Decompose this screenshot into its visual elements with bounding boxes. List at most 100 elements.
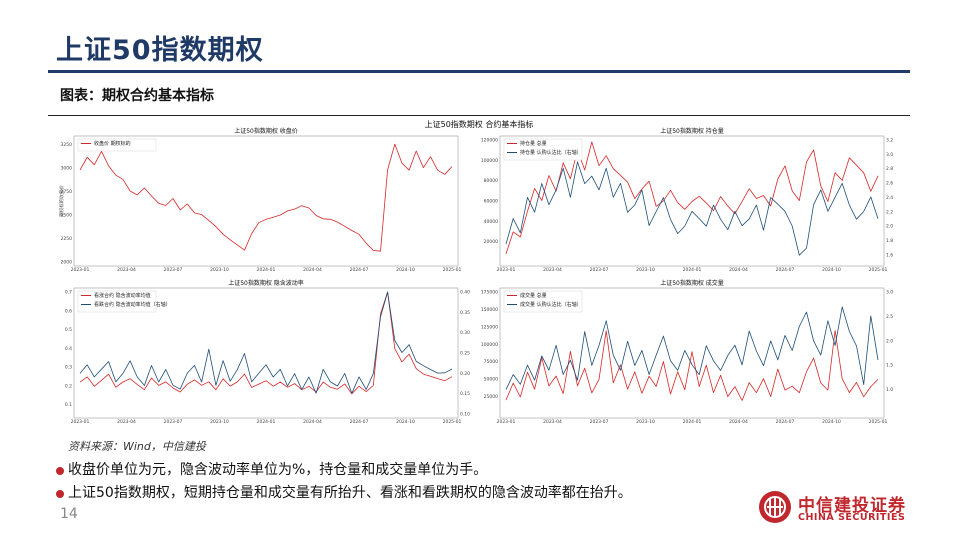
y2-tick-label: 2.5: [886, 314, 893, 320]
bullet-dot-icon: [56, 490, 64, 498]
y-tick-label: 75000: [484, 359, 498, 365]
chart-svg: 上证50指数期权 隐含波动率 0.1 0.2 0.3 0.4 0.5 0.6 0.7 0.10 0…: [65, 279, 470, 425]
y2-tick-label: 0.15: [460, 391, 470, 397]
y2-tick-label: 3.0: [886, 290, 893, 296]
y2-tick-label: 2.2: [886, 209, 893, 215]
chart-title: 上证50指数期权 收盘价: [234, 127, 298, 135]
bullet-list: 收盘价单位为元，隐含波动率单位为%，持仓量和成交量单位为手。 上证50指数期权，…: [56, 459, 632, 505]
y-tick-label: 0.3: [65, 365, 72, 371]
x-tick-label: 2023-07: [590, 267, 609, 273]
series-line: [505, 330, 879, 401]
y-tick-label: 3000: [61, 166, 73, 172]
x-tick-label: 2023-07: [164, 419, 183, 425]
x-tick-label: 2024-04: [729, 267, 748, 273]
x-tick-label: 2024-04: [303, 267, 322, 273]
y2-tick-label: 1.5: [886, 363, 893, 369]
legend-label: 成交量 认购认沽比（右轴）: [520, 301, 582, 308]
x-tick-label: 2023-01: [497, 419, 516, 425]
bullet-dot-icon: [56, 467, 64, 475]
y-tick-label: 0.2: [65, 383, 72, 389]
y-tick-label: 2500: [61, 213, 73, 219]
legend-box: [503, 138, 583, 161]
figure-title: 上证50指数期权 合约基本指标: [424, 120, 534, 129]
y2-tick-label: 0.35: [460, 310, 470, 316]
bullet-text: 上证50指数期权，短期持仓量和成交量有所抬升、看涨和看跌期权的隐含波动率都在抬升…: [68, 485, 632, 501]
x-tick-label: 2024-10: [396, 419, 415, 425]
chart-implied-volatility: 上证50指数期权 隐含波动率 0.1 0.2 0.3 0.4 0.5 0.6 0.7 0.10 0…: [60, 278, 472, 426]
y2-tick-label: 0.20: [460, 371, 470, 377]
x-tick-label: 2025-01: [869, 419, 888, 425]
chart-legend: 收盘价 期权标的: [77, 138, 157, 152]
series-line: [79, 143, 453, 252]
x-tick-label: 2023-07: [590, 419, 609, 425]
legend-label: 持仓量 认购认沽比（右轴）: [520, 149, 582, 156]
x-tick-label: 2024-07: [776, 419, 795, 425]
title-divider: [48, 70, 910, 73]
series-line: [79, 291, 453, 394]
legend-box: [77, 290, 157, 313]
chart-title: 上证50指数期权 隐含波动率: [228, 279, 304, 287]
y-axis-label: 期权标的收盘价: [58, 185, 65, 217]
chart-svg: 上证50指数期权 成交量 25000 50000 75000 100000 125000 1…: [481, 279, 893, 425]
x-tick-label: 2024-07: [350, 419, 369, 425]
y2-tick-label: 0.40: [460, 290, 470, 296]
y-tick-label: 0.1: [65, 402, 72, 408]
y-tick-label: 25000: [484, 394, 498, 400]
y-tick-label: 125000: [481, 324, 498, 330]
legend-label: 看涨合约 隐含波动率均值: [94, 292, 151, 299]
y2-tick-label: 1.6: [886, 252, 893, 258]
bullet-item: 上证50指数期权，短期持仓量和成交量有所抬升、看涨和看跌期权的隐含波动率都在抬升…: [56, 482, 632, 505]
x-tick-label: 2024-04: [303, 419, 322, 425]
chart-svg: 上证50指数期权 收盘价 2000 2250 2500 2750 3000 3250 2023…: [58, 127, 462, 273]
chart-title: 上证50指数期权 持仓量: [660, 127, 724, 135]
x-tick-label: 2023-04: [543, 267, 562, 273]
y2-tick-label: 2.4: [886, 195, 893, 201]
y2-tick-label: 1.0: [886, 387, 893, 393]
x-tick-label: 2023-04: [543, 419, 562, 425]
x-tick-label: 2023-10: [636, 419, 655, 425]
chart-close-price: 上证50指数期权 收盘价 2000 2250 2500 2750 3000 3250 2023…: [58, 126, 472, 274]
x-tick-label: 2024-10: [396, 267, 415, 273]
y2-tick-label: 2.6: [886, 181, 893, 187]
x-tick-label: 2023-10: [636, 267, 655, 273]
x-tick-label: 2023-07: [164, 267, 183, 273]
series-line: [505, 161, 879, 256]
chart-open-interest: 上证50指数期权 持仓量 20000 40000 60000 80000 100000 12…: [481, 126, 898, 274]
x-tick-label: 2024-10: [822, 419, 841, 425]
y2-tick-label: 1.8: [886, 238, 893, 244]
x-tick-label: 2025-01: [443, 267, 462, 273]
page-number: 14: [60, 506, 78, 522]
bullet-text: 收盘价单位为元，隐含波动率单位为%，持仓量和成交量单位为手。: [68, 462, 488, 478]
y2-tick-label: 0.30: [460, 330, 470, 336]
y-tick-label: 3250: [61, 142, 73, 148]
x-tick-label: 2024-10: [822, 267, 841, 273]
y2-tick-label: 0.10: [460, 412, 470, 418]
x-tick-label: 2024-07: [350, 267, 369, 273]
x-tick-label: 2024-01: [257, 267, 276, 273]
y-tick-label: 0.5: [65, 327, 72, 333]
y-tick-label: 80000: [484, 178, 498, 184]
x-tick-label: 2023-10: [210, 267, 229, 273]
figure-caption: 图表：期权合约基本指标: [60, 88, 214, 104]
y-tick-label: 20000: [484, 239, 498, 245]
y-tick-label: 40000: [484, 219, 498, 225]
x-tick-label: 2024-01: [257, 419, 276, 425]
x-tick-label: 2024-04: [729, 419, 748, 425]
y2-tick-label: 3.0: [886, 152, 893, 158]
citic-logo-icon: [759, 491, 791, 523]
chart-volume: 上证50指数期权 成交量 25000 50000 75000 100000 125000 1…: [481, 278, 898, 426]
y2-tick-label: 2.0: [886, 338, 893, 344]
y2-tick-label: 2.8: [886, 166, 893, 172]
series-line: [505, 141, 879, 255]
plot-frame: [73, 287, 459, 419]
series-line: [505, 306, 879, 390]
bullet-item: 收盘价单位为元，隐含波动率单位为%，持仓量和成交量单位为手。: [56, 459, 632, 482]
company-logo: 中信建投证券 CHINA SECURITIES: [758, 490, 918, 530]
x-tick-label: 2025-01: [443, 419, 462, 425]
legend-label: 看跌合约 隐含波动率均值（右轴）: [94, 301, 171, 308]
x-tick-label: 2024-07: [776, 267, 795, 273]
y2-tick-label: 0.25: [460, 351, 470, 357]
legend-label: 成交量 总量: [520, 292, 547, 299]
